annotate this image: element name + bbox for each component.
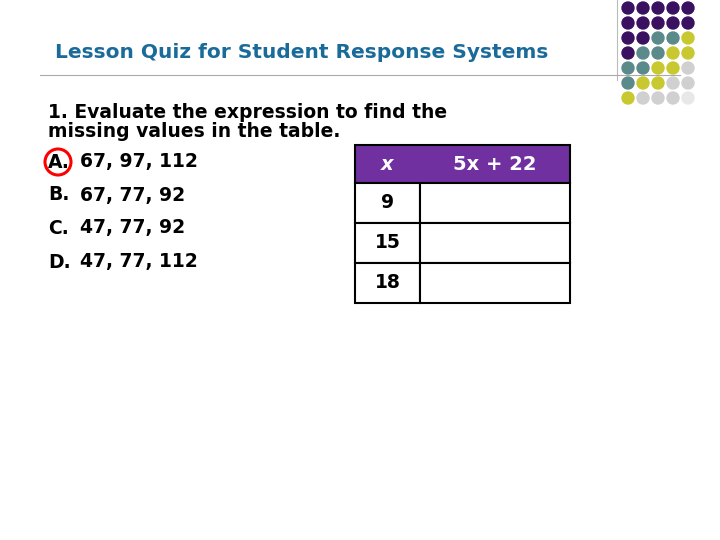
Circle shape (652, 77, 664, 89)
Bar (355, 263, 420, 303)
Circle shape (637, 92, 649, 104)
Circle shape (637, 47, 649, 59)
Text: 47, 77, 92: 47, 77, 92 (80, 219, 185, 238)
Circle shape (682, 2, 694, 14)
Circle shape (652, 32, 664, 44)
Circle shape (667, 17, 679, 29)
Circle shape (637, 62, 649, 74)
Text: 67, 77, 92: 67, 77, 92 (80, 186, 185, 205)
Circle shape (622, 32, 634, 44)
Text: 18: 18 (374, 273, 400, 293)
Circle shape (622, 2, 634, 14)
Text: 47, 77, 112: 47, 77, 112 (80, 253, 198, 272)
Circle shape (682, 17, 694, 29)
Circle shape (622, 17, 634, 29)
Text: B.: B. (48, 186, 69, 205)
Circle shape (622, 47, 634, 59)
Circle shape (652, 92, 664, 104)
Text: 1. Evaluate the expression to find the: 1. Evaluate the expression to find the (48, 103, 447, 122)
Text: x: x (381, 154, 394, 173)
Bar (420, 223, 570, 263)
Text: Lesson Quiz for Student Response Systems: Lesson Quiz for Student Response Systems (55, 44, 549, 63)
Circle shape (667, 62, 679, 74)
Circle shape (682, 77, 694, 89)
Circle shape (652, 62, 664, 74)
Circle shape (652, 47, 664, 59)
Circle shape (667, 92, 679, 104)
Circle shape (637, 32, 649, 44)
Text: A.: A. (48, 152, 70, 172)
Circle shape (637, 77, 649, 89)
Text: 67, 97, 112: 67, 97, 112 (80, 152, 198, 172)
Circle shape (682, 62, 694, 74)
Text: C.: C. (48, 219, 68, 238)
Circle shape (682, 92, 694, 104)
Bar (355, 145, 570, 183)
Circle shape (622, 77, 634, 89)
Circle shape (622, 92, 634, 104)
Circle shape (622, 62, 634, 74)
Circle shape (652, 17, 664, 29)
Circle shape (682, 32, 694, 44)
Bar (355, 183, 420, 223)
Circle shape (637, 17, 649, 29)
Bar (420, 183, 570, 223)
Circle shape (667, 77, 679, 89)
Text: 9: 9 (381, 193, 394, 213)
Circle shape (667, 47, 679, 59)
Bar (355, 223, 420, 263)
Circle shape (667, 32, 679, 44)
Text: 5x + 22: 5x + 22 (454, 154, 536, 173)
Text: missing values in the table.: missing values in the table. (48, 122, 341, 141)
Circle shape (637, 2, 649, 14)
Text: 15: 15 (374, 233, 400, 253)
Circle shape (667, 2, 679, 14)
Bar (420, 263, 570, 303)
Circle shape (652, 2, 664, 14)
Text: D.: D. (48, 253, 71, 272)
Circle shape (682, 47, 694, 59)
